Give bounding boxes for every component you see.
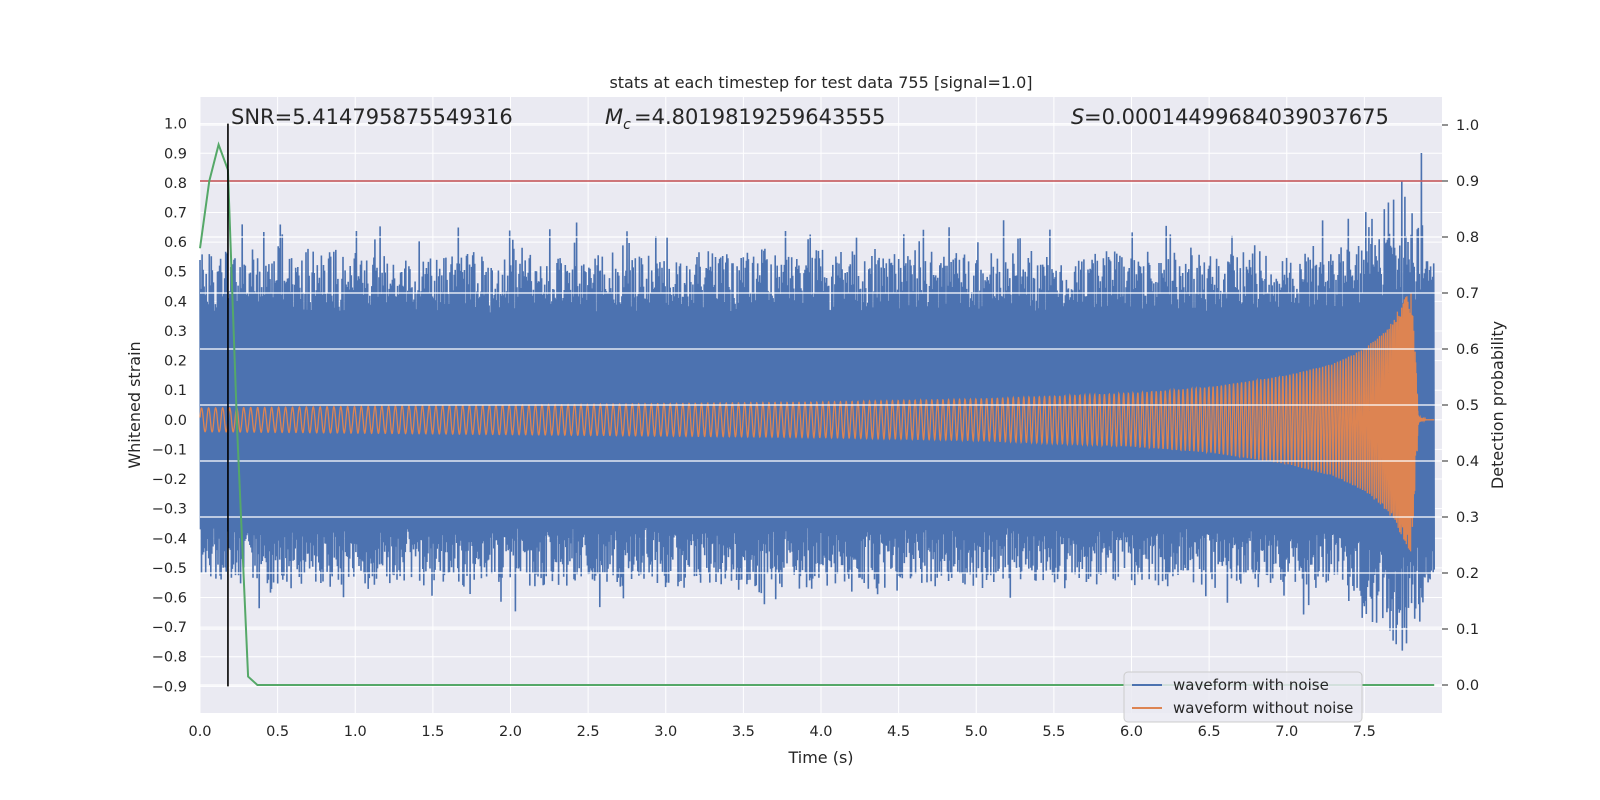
right-y-tick-label: 0.3 [1456,510,1479,526]
left-y-tick-label: −0.4 [152,531,187,547]
x-tick-label: 4.0 [809,724,832,740]
x-tick-label: 5.0 [965,724,988,740]
right-y-axis-label: Detection probability [1488,321,1507,489]
left-y-tick-label: 0.5 [164,265,187,281]
right-y-tick-labels: 1.0 0.9 0.8 0.7 0.6 0.5 0.4 0.3 0.2 0.1 0.0 [1442,118,1479,694]
right-y-tick-label: 0.9 [1456,174,1479,190]
svg-text:Mc: Mc [605,105,631,133]
left-y-tick-label: 1.0 [164,117,187,133]
x-tick-label: 2.5 [577,724,600,740]
right-y-tick-label: 0.7 [1456,286,1479,302]
plot-area [199,123,1442,687]
right-y-tick-label: 0.4 [1456,454,1479,470]
left-y-tick-label: −0.7 [152,620,187,636]
s-annotation: S =0.00014499684039037675 [1071,105,1389,129]
x-tick-label: 1.5 [421,724,444,740]
x-tick-label: 1.0 [344,724,367,740]
right-y-tick-label: 0.5 [1456,398,1479,414]
x-tick-label: 3.5 [732,724,755,740]
right-y-tick-label: 0.0 [1456,678,1479,694]
left-y-tick-label: 0.9 [164,146,187,162]
right-y-tick-label: 0.1 [1456,622,1479,638]
left-y-tick-label: −0.9 [152,679,187,695]
x-tick-label: 2.0 [499,724,522,740]
right-y-tick-label: 0.8 [1456,230,1479,246]
x-axis-label: Time (s) [787,748,853,767]
right-y-tick-label: 0.6 [1456,342,1479,358]
chirp-mass-annotation: Mc =4.8019819259643555 [605,105,885,133]
x-tick-label: 0.0 [188,724,211,740]
left-y-tick-label: −0.6 [152,591,187,607]
chirp-mass-value: =4.8019819259643555 [634,105,885,129]
legend: waveform with noise waveform without noi… [1123,671,1363,723]
x-tick-label: 4.5 [887,724,910,740]
left-y-tick-label: 0.1 [164,383,187,399]
left-y-tick-label: 0.4 [164,294,187,310]
series-waveform-with-noise [199,152,1435,651]
left-y-tick-label: 0.6 [164,235,187,251]
series-waveform-without-noise [199,293,1435,552]
x-tick-label: 7.0 [1275,724,1298,740]
legend-label-without-noise: waveform without noise [1173,699,1353,717]
left-y-tick-label: 0.2 [164,354,187,370]
left-y-tick-label: −0.2 [152,472,187,488]
legend-label-with-noise: waveform with noise [1173,676,1329,694]
left-y-tick-label: 0.0 [164,413,187,429]
chart-title: stats at each timestep for test data 755… [609,73,1032,92]
left-y-tick-label: −0.8 [152,650,187,666]
snr-annotation: SNR=5.414795875549316 [231,105,513,129]
series-detection-probability [199,141,1435,686]
legend-box [1123,671,1363,723]
x-tick-label: 6.5 [1198,724,1221,740]
left-y-tick-labels: 1.0 0.9 0.8 0.7 0.6 0.5 0.4 0.3 0.2 0.1 0.0 −0.1 −0.… [152,117,187,696]
right-y-tick-label: 0.2 [1456,566,1479,582]
right-y-tick-label: 1.0 [1456,118,1479,134]
x-tick-label: 7.5 [1353,724,1376,740]
s-value: =0.00014499684039037675 [1084,105,1389,129]
left-y-tick-label: −0.5 [152,561,187,577]
left-y-tick-label: 0.3 [164,324,187,340]
left-y-tick-label: −0.1 [152,442,187,458]
left-y-axis-label: Whitened strain [125,341,144,468]
svg-text:S: S [1071,105,1084,129]
x-tick-label: 0.5 [266,724,289,740]
left-y-tick-label: 0.8 [164,176,187,192]
x-tick-labels: 0.0 0.5 1.0 1.5 2.0 2.5 3.0 3.5 4.0 4.5 5.0 5.5 6.0 6… [188,724,1375,740]
left-y-tick-label: 0.7 [164,206,187,222]
x-tick-label: 5.5 [1042,724,1065,740]
x-tick-label: 6.0 [1120,724,1143,740]
x-tick-label: 3.0 [654,724,677,740]
left-y-tick-label: −0.3 [152,502,187,518]
